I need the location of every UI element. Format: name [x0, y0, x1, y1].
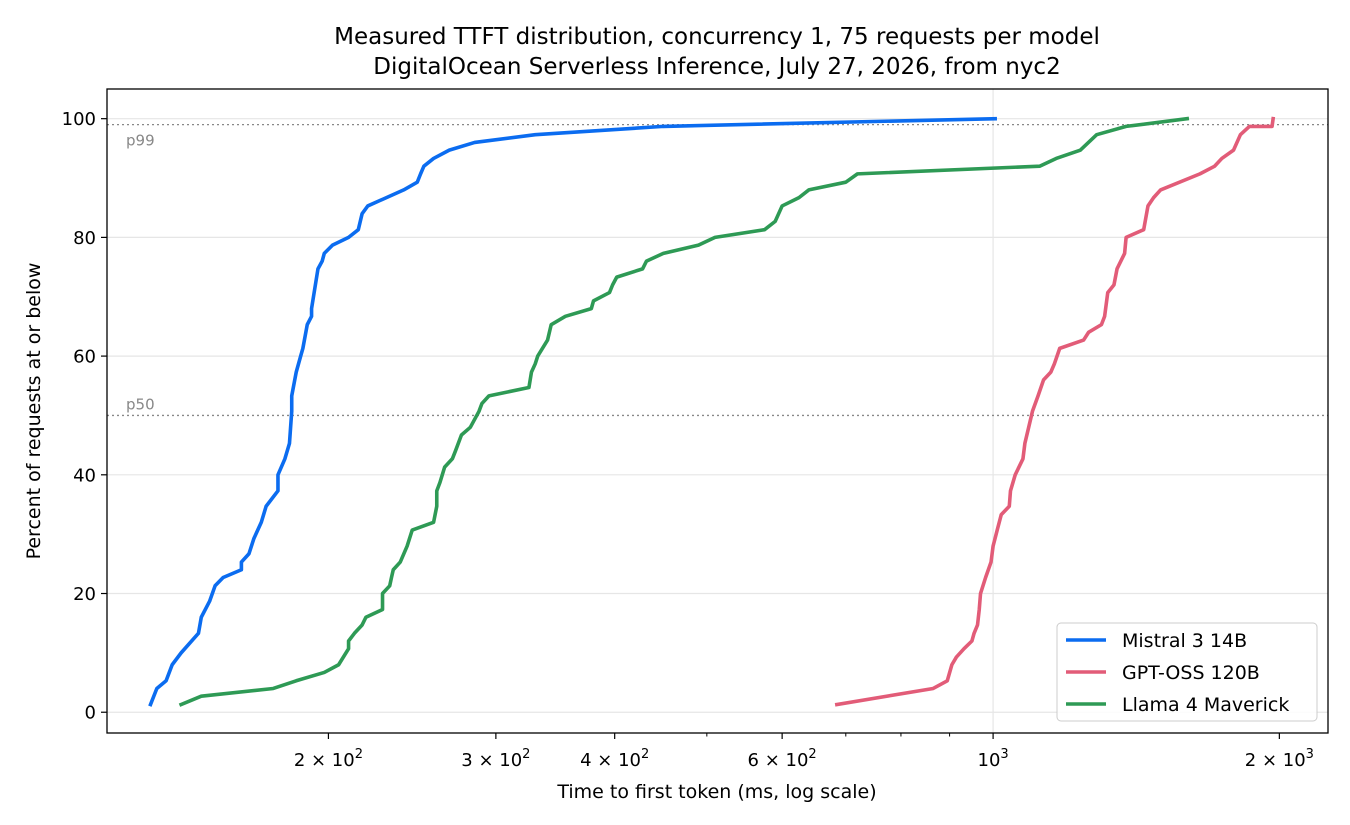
x-tick-label: 4 × 102: [580, 747, 649, 771]
y-tick-label: 80: [73, 228, 96, 249]
chart-subtitle: DigitalOcean Serverless Inference, July …: [373, 54, 1060, 80]
y-axis-ticks: 0 20 40 60 80 100: [62, 109, 107, 724]
reference-lines: p99 p50: [107, 123, 1328, 417]
y-tick-label: 40: [73, 465, 96, 486]
x-axis-label: Time to first token (ms, log scale): [556, 781, 876, 803]
legend-label-1: GPT-OSS 120B: [1122, 662, 1260, 684]
legend-box: [1056, 622, 1318, 722]
x-tick-label: 2 × 102: [294, 747, 363, 771]
plot-frame: [106, 88, 1329, 734]
series-line-1: [834, 116, 1276, 707]
series-line-2: [178, 116, 1190, 707]
chart-title: Measured TTFT distribution, concurrency …: [334, 24, 1100, 50]
legend-label-2: Llama 4 Maverick: [1122, 694, 1289, 716]
x-tick-label: 3 × 102: [461, 747, 530, 771]
reference-label-p50: p50: [126, 395, 155, 413]
legend: Mistral 3 14B GPT-OSS 120B Llama 4 Maveric…: [1056, 622, 1318, 722]
y-tick-label: 60: [73, 347, 96, 368]
series-line-0: [148, 116, 998, 707]
x-tick-label: 6 × 102: [748, 747, 817, 771]
series-lines: [148, 116, 1276, 707]
x-tick-label: 103: [978, 747, 1009, 771]
y-tick-label: 100: [62, 109, 96, 130]
legend-label-0: Mistral 3 14B: [1122, 630, 1247, 652]
x-tick-label: 2 × 103: [1245, 747, 1314, 771]
y-axis-label: Percent of requests at or below: [23, 263, 45, 560]
x-axis-ticks: 2 × 102 3 × 102 4 × 102 6 × 102 103 2 × 103: [294, 733, 1314, 771]
reference-label-p99: p99: [126, 132, 155, 150]
y-tick-label: 20: [73, 584, 96, 605]
y-tick-label: 0: [85, 703, 96, 724]
